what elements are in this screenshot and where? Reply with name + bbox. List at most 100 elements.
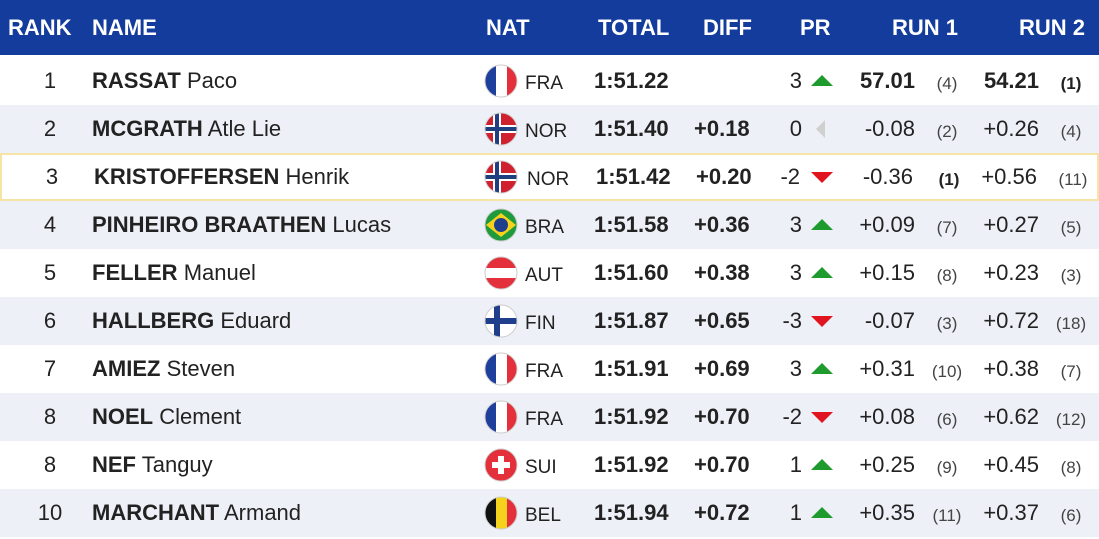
first-name: Steven xyxy=(166,356,236,381)
run1-time: +0.35 xyxy=(859,500,915,525)
run2-time: +0.27 xyxy=(983,212,1039,237)
nation: FRA xyxy=(525,361,563,382)
first-name: Armand xyxy=(224,500,302,525)
athlete-name: NEF Tanguy xyxy=(92,453,213,477)
last-name: NEF xyxy=(92,452,136,477)
column-header: PR xyxy=(800,15,831,40)
run1-time: +0.09 xyxy=(859,212,915,237)
first-name: Atle Lie xyxy=(207,116,282,141)
result-row: 8 NOEL Clement FRA 1:51.92 +0.70 -2 +0.08 (6) +0… xyxy=(0,393,1099,441)
diff: +0.70 xyxy=(694,404,750,429)
position-change: 1 xyxy=(789,452,802,477)
run1-time: -0.07 xyxy=(864,308,915,333)
athlete-name: MARCHANT Armand xyxy=(92,501,301,525)
run1-time: +0.08 xyxy=(859,404,915,429)
last-name: NOEL xyxy=(92,404,154,429)
nation: FRA xyxy=(525,73,563,94)
run1-rank: (1) xyxy=(938,170,960,189)
first-name: Henrik xyxy=(285,164,350,189)
column-header: RUN 1 xyxy=(891,15,958,40)
rank: 4 xyxy=(43,212,57,237)
total-time: 1:51.92 xyxy=(594,452,669,477)
nation: NOR xyxy=(525,121,568,142)
run2-time: +0.62 xyxy=(983,404,1039,429)
rank: 10 xyxy=(37,500,63,525)
run1-time: 57.01 xyxy=(859,68,915,93)
rank: 1 xyxy=(43,68,57,93)
position-change: 3 xyxy=(789,356,802,381)
result-row: 4 PINHEIRO BRAATHEN Lucas BRA 1:51.58 +0.36 3… xyxy=(0,201,1099,249)
athlete-name: KRISTOFFERSEN Henrik xyxy=(94,165,349,189)
nation: FIN xyxy=(525,313,556,334)
nation: NOR xyxy=(527,169,570,190)
run2-time: 54.21 xyxy=(983,68,1039,93)
athlete-name: FELLER Manuel xyxy=(92,261,256,285)
nation: SUI xyxy=(525,457,557,478)
position-change: 0 xyxy=(789,116,802,141)
athlete-name: HALLBERG Eduard xyxy=(92,309,291,333)
first-name: Manuel xyxy=(183,260,256,285)
total-time: 1:51.91 xyxy=(594,356,669,381)
rank: 8 xyxy=(43,452,57,477)
first-name: Tanguy xyxy=(141,452,213,477)
result-row: 6 HALLBERG Eduard FIN 1:51.87 +0.65 -3 -0.07 (3… xyxy=(0,297,1099,345)
run1-rank: (7) xyxy=(936,218,958,237)
result-row: 2 MCGRATH Atle Lie NOR 1:51.40 +0.18 0 -0.08 (2… xyxy=(0,105,1099,153)
diff: +0.70 xyxy=(694,452,750,477)
diff: +0.65 xyxy=(694,308,750,333)
table-header: RANK NAME NAT TOTAL DIFF PR RUN 1 RUN 2 xyxy=(0,0,1099,55)
result-row: 7 AMIEZ Steven FRA 1:51.91 +0.69 3 +0.31 (10) +0… xyxy=(0,345,1099,393)
position-change: -2 xyxy=(780,164,800,189)
diff: +0.36 xyxy=(694,212,750,237)
athlete-name: RASSAT Paco xyxy=(92,69,237,93)
column-header: NAT xyxy=(486,15,530,40)
diff: +0.18 xyxy=(694,116,750,141)
run2-rank: (4) xyxy=(1060,122,1082,141)
first-name: Eduard xyxy=(220,308,292,333)
rank: 7 xyxy=(43,356,57,381)
athlete-name: AMIEZ Steven xyxy=(92,357,235,381)
first-name: Paco xyxy=(186,68,238,93)
run2-time: +0.38 xyxy=(983,356,1039,381)
run2-rank: (5) xyxy=(1060,218,1082,237)
total-time: 1:51.60 xyxy=(594,260,669,285)
total-time: 1:51.42 xyxy=(596,164,671,189)
rank: 8 xyxy=(43,404,57,429)
total-time: 1:51.40 xyxy=(594,116,669,141)
run1-time: +0.15 xyxy=(859,260,915,285)
diff: +0.20 xyxy=(696,164,752,189)
run2-rank: (8) xyxy=(1060,458,1082,477)
run1-rank: (3) xyxy=(936,314,958,333)
last-name: AMIEZ xyxy=(92,356,161,381)
column-header: NAME xyxy=(92,15,157,40)
result-row: 3 KRISTOFFERSEN Henrik NOR 1:51.42 +0.20 -2 -0… xyxy=(0,153,1099,201)
total-time: 1:51.94 xyxy=(594,500,669,525)
last-name: KRISTOFFERSEN xyxy=(94,164,280,189)
first-name: Clement xyxy=(159,404,242,429)
diff: +0.38 xyxy=(694,260,750,285)
column-header: TOTAL xyxy=(598,15,670,40)
run2-rank: (12) xyxy=(1055,410,1087,429)
rank: 6 xyxy=(43,308,57,333)
run2-time: +0.37 xyxy=(983,500,1039,525)
run1-rank: (9) xyxy=(936,458,958,477)
run2-rank: (18) xyxy=(1055,314,1087,333)
total-time: 1:51.92 xyxy=(594,404,669,429)
run2-time: +0.72 xyxy=(983,308,1039,333)
run2-time: +0.56 xyxy=(981,164,1037,189)
result-row: 10 MARCHANT Armand BEL 1:51.94 +0.72 1 +0.35 (1… xyxy=(0,489,1099,537)
result-row: 5 FELLER Manuel AUT 1:51.60 +0.38 3 +0.15 (8) +0… xyxy=(0,249,1099,297)
position-change: 3 xyxy=(789,260,802,285)
run2-rank: (1) xyxy=(1060,74,1082,93)
total-time: 1:51.22 xyxy=(594,68,669,93)
column-header: DIFF xyxy=(703,15,752,40)
total-time: 1:51.58 xyxy=(594,212,669,237)
rank: 2 xyxy=(43,116,57,141)
nation: AUT xyxy=(525,265,563,286)
last-name: MCGRATH xyxy=(92,116,203,141)
run2-rank: (3) xyxy=(1060,266,1082,285)
run2-rank: (7) xyxy=(1060,362,1082,381)
diff: +0.72 xyxy=(694,500,750,525)
run1-time: +0.25 xyxy=(859,452,915,477)
